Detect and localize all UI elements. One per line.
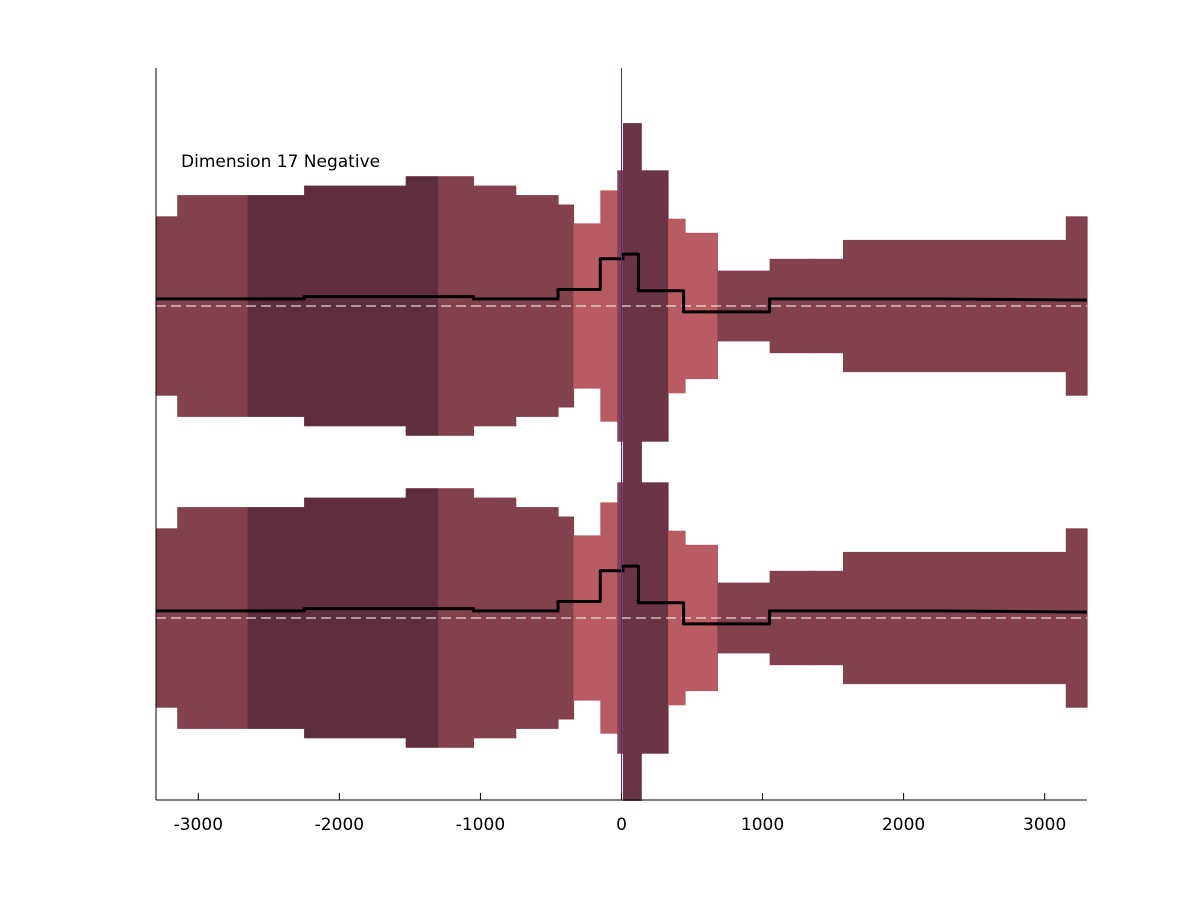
series-line-1 bbox=[156, 252, 1088, 314]
band-12 bbox=[617, 170, 624, 442]
band-15 bbox=[668, 530, 686, 706]
chart-panels bbox=[156, 68, 1088, 801]
x-tick-label: 3000 bbox=[1023, 815, 1066, 835]
band-13 bbox=[622, 435, 642, 801]
panel-1 bbox=[156, 123, 1088, 489]
x-tick-label: -1000 bbox=[456, 815, 505, 835]
x-ticks: -3000 -2000 -1000 0 1000 2000 3000 bbox=[174, 793, 1066, 835]
band-13 bbox=[622, 123, 642, 489]
x-tick-label: 1000 bbox=[741, 815, 784, 835]
x-tick-label: -2000 bbox=[315, 815, 364, 835]
band-1 bbox=[156, 528, 178, 708]
panel-2 bbox=[156, 435, 1088, 801]
x-tick-label: -3000 bbox=[174, 815, 223, 835]
chart-annotation: Dimension 17 Negative bbox=[181, 152, 380, 172]
band-15 bbox=[668, 218, 686, 394]
series-line-1 bbox=[156, 564, 1088, 626]
x-tick-label: 2000 bbox=[882, 815, 925, 835]
band-12 bbox=[617, 482, 624, 754]
x-tick-label: 0 bbox=[616, 815, 627, 835]
band-1 bbox=[156, 216, 178, 396]
